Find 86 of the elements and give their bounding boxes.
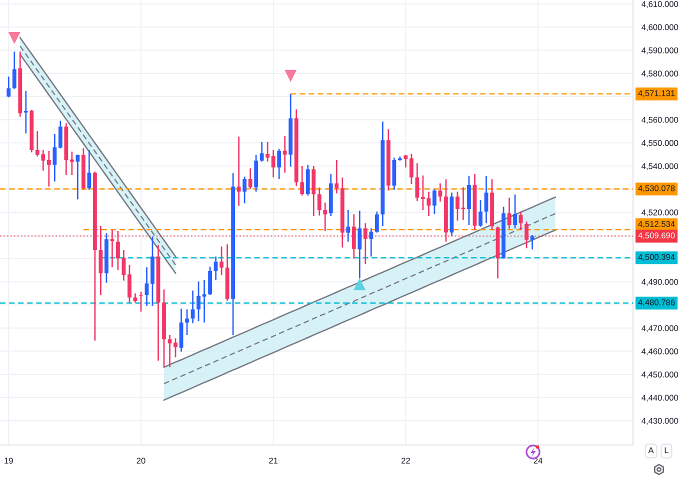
candlestick: [220, 246, 224, 276]
line-series: [163, 229, 556, 401]
y-tick-label: 4,450.000: [642, 372, 678, 378]
candlestick: [484, 175, 488, 224]
y-tick-label: 4,520.000: [642, 210, 678, 216]
candlestick: [352, 213, 356, 260]
text: L: [664, 447, 669, 454]
y-tick-label: 4,430.000: [642, 418, 678, 425]
series-label: 4,571.131: [638, 90, 675, 98]
candlestick: [421, 174, 425, 211]
y-tick-label: 4,540.000: [642, 163, 678, 170]
candlestick: [174, 338, 178, 358]
ref-line-label: 4,530.078: [638, 185, 675, 192]
candlestick: [260, 141, 264, 162]
candlestick: [58, 120, 62, 150]
candlestick: [168, 334, 172, 368]
candlestick: [507, 197, 512, 230]
candlestick: [248, 168, 252, 190]
candlestick: [185, 308, 189, 336]
candlestick: [133, 292, 138, 304]
candlestick: [456, 191, 460, 222]
candlestick: [323, 202, 328, 232]
y-tick-label: 4,440.000: [642, 394, 678, 402]
candlestick: [87, 149, 92, 191]
y-tick-label: 4,580.000: [642, 70, 678, 78]
candlestick: [128, 264, 132, 304]
y-tick-label: 4,610.000: [642, 1, 678, 8]
candlestick: [404, 154, 408, 168]
candlestick: [70, 150, 74, 176]
candlestick: [300, 165, 304, 196]
candlestick: [513, 194, 517, 230]
x-tick-label: 21: [269, 458, 278, 464]
ref-line-label: 4,480.786: [638, 299, 675, 306]
candlestick: [52, 133, 57, 182]
candlestick: [478, 199, 482, 228]
candlestick: [110, 229, 114, 268]
candlestick: [98, 225, 103, 296]
candlestick: [363, 222, 368, 265]
candlestick: [524, 220, 528, 249]
line-series: [163, 196, 556, 368]
x-tick-label: 19: [4, 458, 13, 464]
x-tick-label: 20: [136, 458, 146, 464]
candlestick: [334, 159, 339, 194]
ref-line-label: 4,509.690: [638, 232, 675, 240]
candlestick: [277, 148, 282, 180]
candlestick: [24, 90, 28, 134]
series-label: 4,512.534: [638, 221, 675, 228]
series-label: 4,500.394: [638, 254, 675, 261]
candlestick: [426, 191, 431, 217]
candlestick: [374, 210, 379, 234]
candlestick: [6, 76, 11, 98]
candlestick: [409, 153, 414, 185]
candlestick: [122, 249, 126, 282]
y-tick-label: 4,490.000: [642, 278, 678, 286]
point: [354, 278, 366, 290]
candlestick: [236, 136, 241, 207]
y-tick-label: 4,600.000: [642, 24, 678, 32]
candlestick: [242, 176, 247, 204]
y-tick-label: 4,590.000: [642, 47, 678, 54]
y-tick-label: 4,470.000: [642, 325, 678, 332]
y-tick-label: 4,460.000: [642, 348, 678, 356]
candlestick: [271, 149, 276, 178]
candlestick: [214, 256, 218, 281]
candlestick: [208, 266, 212, 296]
candlestick: [266, 141, 270, 162]
y-tick-label: 4,550.000: [642, 140, 678, 147]
candlestick: [530, 234, 534, 250]
candlestick: [346, 209, 350, 242]
line-series: [163, 213, 556, 384]
point: [284, 70, 297, 82]
candlestick: [317, 186, 322, 216]
point: [8, 32, 20, 44]
candlestick: [461, 186, 466, 221]
x-tick-label: 22: [401, 458, 410, 464]
candlestick: [369, 228, 374, 258]
candlestick: [432, 188, 436, 215]
candlestick: [196, 280, 200, 322]
y-tick-label: 4,560.000: [642, 116, 678, 124]
candlestick: [116, 230, 120, 271]
candlestick: [415, 162, 420, 202]
candlestick: [358, 210, 362, 279]
candlestick: [12, 50, 16, 90]
candlestick: [282, 135, 287, 174]
candlestick: [46, 150, 51, 188]
candlestick: [76, 154, 80, 200]
text: A: [648, 447, 654, 454]
